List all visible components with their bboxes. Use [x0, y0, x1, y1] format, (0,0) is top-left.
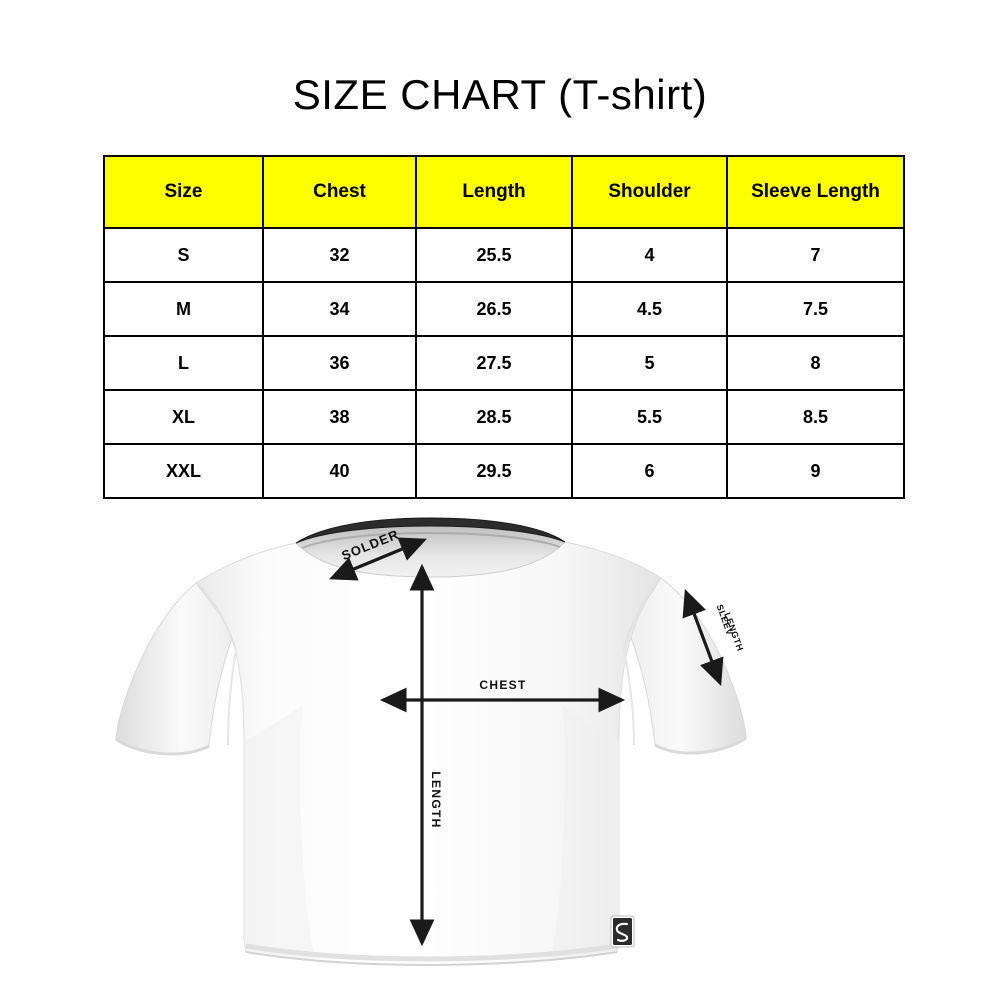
- cell-sleeve-length: 9: [726, 443, 905, 499]
- cell-shoulder: 6: [571, 443, 728, 499]
- cell-shoulder: 4: [571, 227, 728, 283]
- cell-size: S: [103, 227, 264, 283]
- left-sleeve-hem: [115, 737, 210, 756]
- cell-shoulder: 4.5: [571, 281, 728, 337]
- sleeve-length-arrow: [682, 589, 724, 686]
- collar-band: [295, 517, 566, 544]
- size-chart-table-container: Size Chest Length Shoulder Sleeve Length…: [103, 155, 905, 499]
- page-title: SIZE CHART (T-shirt): [292, 71, 708, 118]
- cell-length: 28.5: [415, 389, 573, 445]
- chest-measurement-label: CHEST: [479, 678, 526, 692]
- cell-chest: 38: [262, 389, 417, 445]
- length-measurement: LENGTH: [409, 563, 443, 947]
- cell-chest: 32: [262, 227, 417, 283]
- cell-sleeve-length: 8.5: [726, 389, 905, 445]
- cell-chest: 34: [262, 281, 417, 337]
- bottom-hem-line: [245, 951, 618, 967]
- cell-chest: 40: [262, 443, 417, 499]
- table-row: XL 38 28.5 5.5 8.5: [103, 389, 905, 445]
- cell-size: L: [103, 335, 264, 391]
- shoulder-arrow: [329, 537, 427, 581]
- bottom-hem: [245, 943, 618, 962]
- cell-shoulder: 5: [571, 335, 728, 391]
- column-header-shoulder: Shoulder: [571, 155, 728, 229]
- column-header-length: Length: [415, 155, 573, 229]
- table-row: M 34 26.5 4.5 7.5: [103, 281, 905, 337]
- cell-length: 26.5: [415, 281, 573, 337]
- tshirt-garment-illustration: [115, 517, 747, 967]
- right-sleeve: [627, 577, 747, 754]
- length-measurement-label: LENGTH: [429, 771, 443, 828]
- table-row: S 32 25.5 4 7: [103, 227, 905, 283]
- tshirt-measurement-diagram: SOLDER SLEEV LENGTH CHEST LENGTH: [0, 505, 1000, 1000]
- cell-length: 25.5: [415, 227, 573, 283]
- cell-shoulder: 5.5: [571, 389, 728, 445]
- table-row: XXL 40 29.5 6 9: [103, 443, 905, 499]
- cell-sleeve-length: 7: [726, 227, 905, 283]
- cell-chest: 36: [262, 335, 417, 391]
- cell-length: 27.5: [415, 335, 573, 391]
- right-armhole-seam: [623, 649, 635, 746]
- table-header-row: Size Chest Length Shoulder Sleeve Length: [103, 155, 905, 229]
- column-header-size: Size: [103, 155, 264, 229]
- left-armhole-seam: [227, 649, 237, 746]
- cell-size: XXL: [103, 443, 264, 499]
- cell-sleeve-length: 8: [726, 335, 905, 391]
- table-row: L 36 27.5 5 8: [103, 335, 905, 391]
- cell-size: M: [103, 281, 264, 337]
- right-sleeve-hem: [654, 736, 747, 755]
- cell-sleeve-length: 7.5: [726, 281, 905, 337]
- cell-length: 29.5: [415, 443, 573, 499]
- size-chart-table: Size Chest Length Shoulder Sleeve Length…: [103, 155, 905, 499]
- column-header-chest: Chest: [262, 155, 417, 229]
- right-shoulder-seam: [623, 580, 659, 651]
- column-header-sleeve-length: Sleeve Length: [726, 155, 905, 229]
- cell-size: XL: [103, 389, 264, 445]
- body-shading-left: [244, 705, 316, 961]
- brand-tag: [610, 915, 635, 948]
- body-shading-right: [550, 705, 619, 961]
- left-shoulder-seam: [198, 584, 237, 651]
